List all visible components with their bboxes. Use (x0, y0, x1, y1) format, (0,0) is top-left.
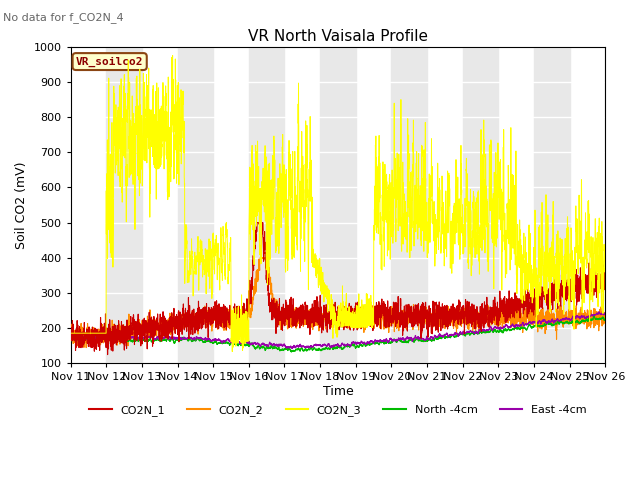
Bar (320, 47, 356, 363)
Bar (605, 47, 640, 363)
Text: No data for f_CO2N_4: No data for f_CO2N_4 (3, 12, 124, 23)
Bar (177, 47, 213, 363)
Bar (534, 47, 570, 363)
Legend: CO2N_1, CO2N_2, CO2N_3, North -4cm, East -4cm: CO2N_1, CO2N_2, CO2N_3, North -4cm, East… (85, 401, 591, 420)
Title: VR North Vaisala Profile: VR North Vaisala Profile (248, 29, 428, 44)
Bar (463, 47, 499, 363)
Y-axis label: Soil CO2 (mV): Soil CO2 (mV) (15, 161, 28, 249)
Bar (392, 47, 427, 363)
Bar (249, 47, 284, 363)
Bar (106, 47, 142, 363)
Text: VR_soilco2: VR_soilco2 (76, 57, 143, 67)
X-axis label: Time: Time (323, 385, 353, 398)
